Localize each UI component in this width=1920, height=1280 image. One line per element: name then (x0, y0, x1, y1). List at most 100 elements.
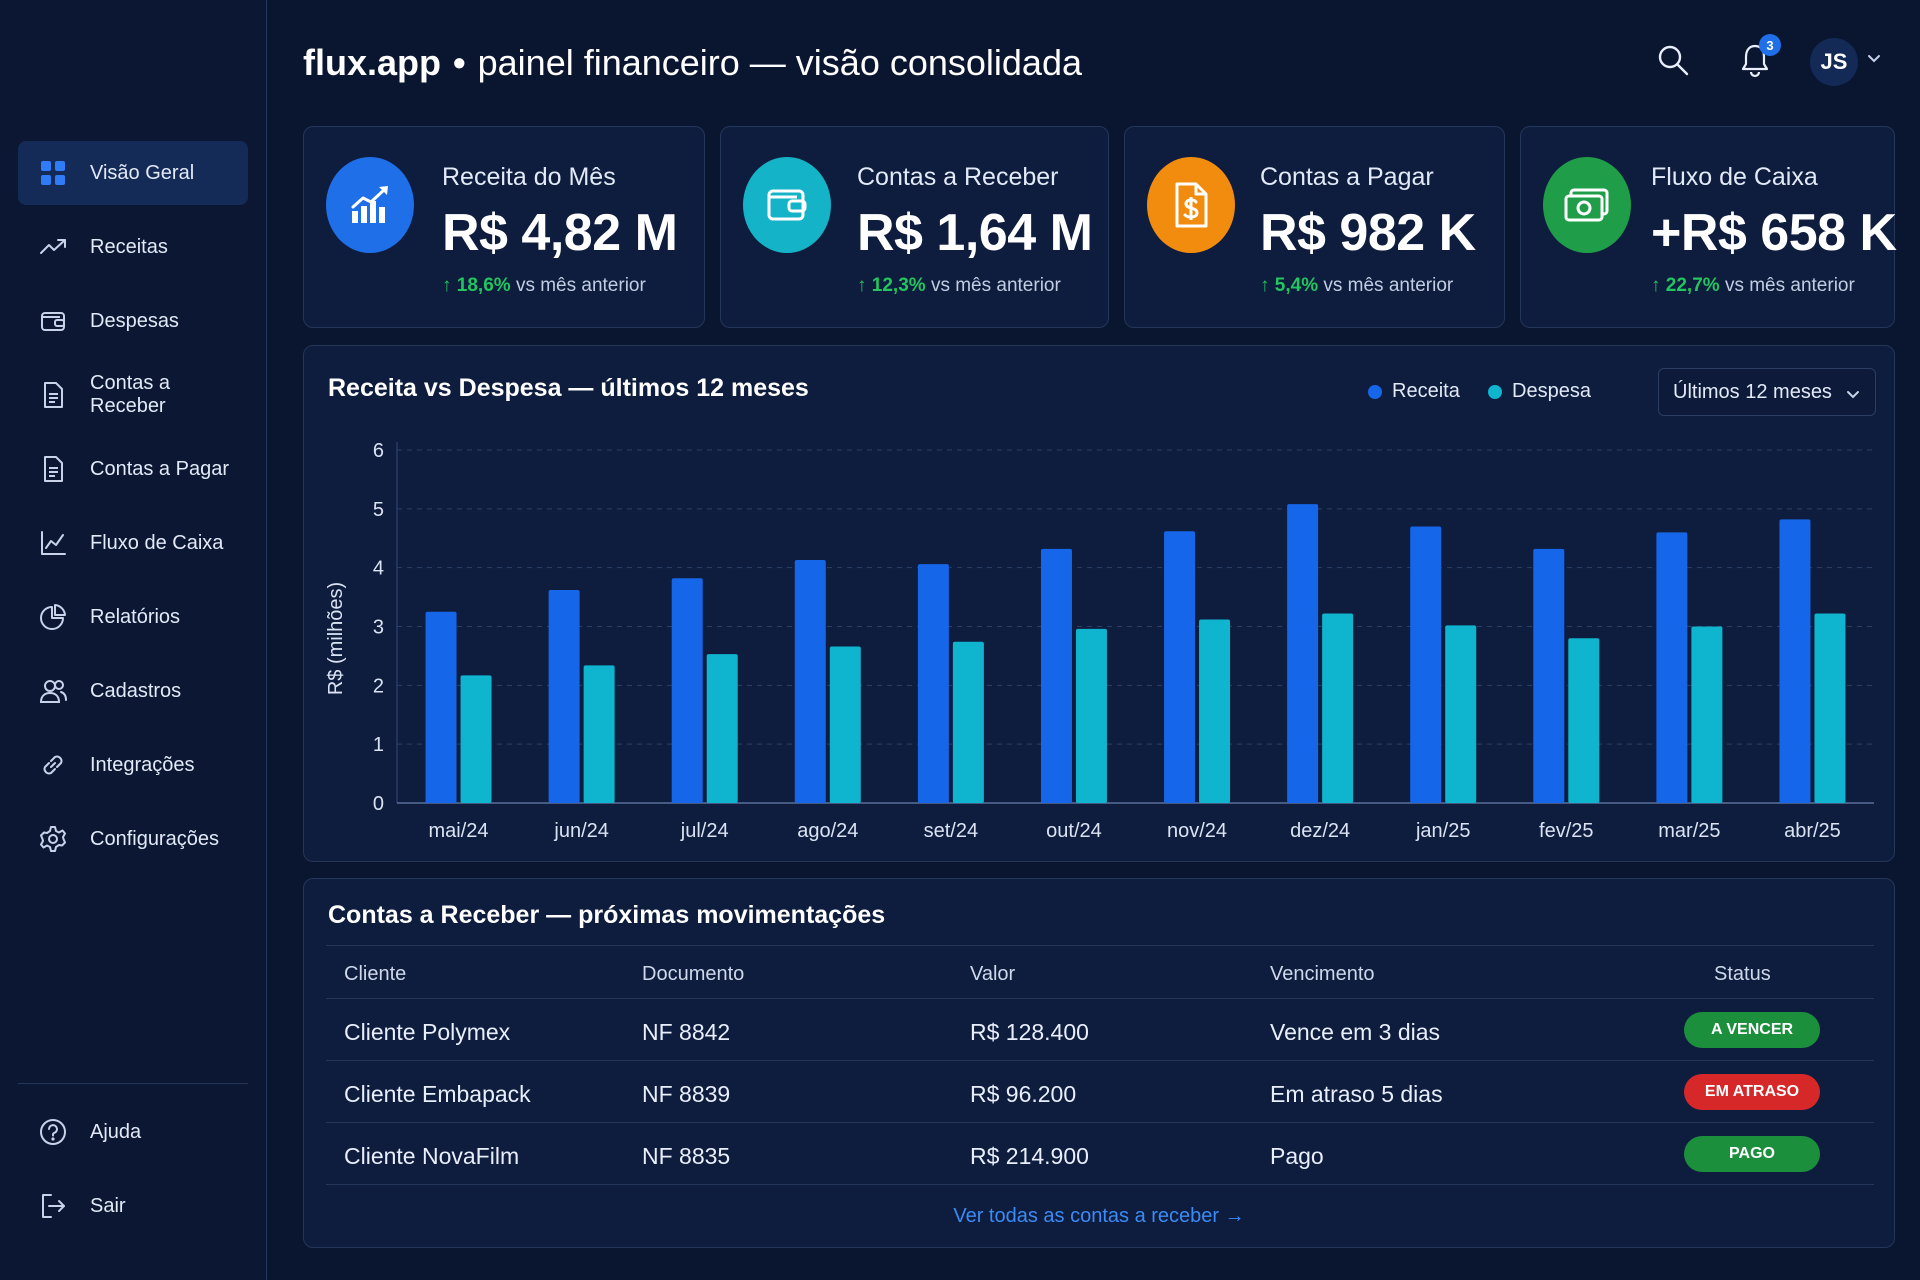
column-header-valor[interactable]: Valor (970, 963, 1016, 985)
sidebar-item-configuracoes[interactable]: Configurações (18, 807, 248, 871)
view-all-label: Ver todas as contas a receber (953, 1205, 1220, 1227)
chevron-down-icon[interactable] (1866, 52, 1882, 70)
sidebar-item-relatorios[interactable]: Relatórios (18, 585, 248, 649)
period-select[interactable]: Últimos 12 meses (1658, 368, 1876, 416)
view-all-link[interactable]: Ver todas as contas a receber → (304, 1205, 1894, 1228)
sidebar-nav: Visão Geral Receitas Despesas Contas a R… (18, 141, 248, 881)
bar-receita (1656, 532, 1688, 803)
kpi-label: Contas a Receber (857, 163, 1059, 191)
arrow-up-icon: ↑ (857, 275, 872, 296)
avatar[interactable]: JS (1810, 38, 1858, 86)
column-header-cliente[interactable]: Cliente (344, 963, 407, 985)
cell-cliente: Cliente NovaFilm (344, 1143, 520, 1169)
cell-valor: R$ 96.200 (970, 1081, 1077, 1107)
cell-vencimento: Em atraso 5 dias (1270, 1081, 1443, 1107)
sidebar-item-label: Relatórios (90, 605, 181, 628)
kpi-value: R$ 4,82 M (442, 204, 678, 262)
app-name: flux.app (303, 42, 442, 83)
cell-cliente: Cliente Embapack (344, 1081, 531, 1107)
period-select-value: Últimos 12 meses (1673, 380, 1832, 403)
kpi-delta-suffix: vs mês anterior (1724, 275, 1855, 296)
sidebar-item-contas-a-pagar[interactable]: Contas a Pagar (18, 437, 248, 501)
bar-despesa (1445, 625, 1477, 803)
status-badge: EM ATRASO (1684, 1074, 1820, 1110)
bar-receita (1779, 519, 1811, 803)
table-title: Contas a Receber — próximas movimentaçõe… (328, 901, 886, 929)
x-tick-label: mai/24 (429, 820, 489, 842)
arrow-right-icon: → (1224, 1205, 1245, 1227)
kpi-card-contas-a-pagar[interactable]: Contas a Pagar R$ 982 K ↑ 5,4% vs mês an… (1124, 126, 1505, 328)
kpi-card-fluxo-de-caixa[interactable]: Fluxo de Caixa +R$ 658 K ↑ 22,7% vs mês … (1520, 126, 1897, 328)
notification-badge: 3 (1759, 34, 1781, 56)
bar-receita (1164, 531, 1196, 803)
page-subtitle: painel financeiro — visão consolidada (477, 42, 1082, 83)
x-tick-label: out/24 (1046, 820, 1102, 842)
kpi-delta-value: 12,3% (871, 275, 926, 296)
bar-receita (1040, 548, 1072, 803)
kpi-delta-value: 5,4% (1274, 275, 1319, 296)
sidebar-item-sair[interactable]: Sair (18, 1174, 248, 1238)
bar-receita (1533, 548, 1565, 803)
pie-chart-icon (38, 602, 68, 632)
status-badge: PAGO (1684, 1136, 1820, 1172)
column-header-vencimento[interactable]: Vencimento (1270, 963, 1375, 985)
x-tick-label: jun/24 (553, 820, 609, 842)
x-tick-label: jul/24 (680, 820, 729, 842)
sidebar-item-contas-a-receber[interactable]: Contas a Receber (18, 363, 248, 427)
cell-vencimento: Pago (1270, 1143, 1324, 1169)
sidebar-item-label: Integrações (90, 753, 195, 776)
chart-panel: 0 1 2 3 4 5 6 R$ (milhões) mai/24 jun/24 jul/24 ago… (303, 345, 1895, 862)
kpi-delta-suffix: vs mês anterior (1323, 275, 1454, 296)
bar-receita (548, 590, 580, 803)
bar-despesa (1075, 628, 1107, 803)
x-tick-label: abr/25 (1784, 820, 1841, 842)
sidebar-item-label: Ajuda (90, 1120, 142, 1143)
x-tick-label: set/24 (924, 820, 978, 842)
x-tick-label: mar/25 (1658, 820, 1720, 842)
x-tick-label: dez/24 (1290, 820, 1350, 842)
cell-vencimento: Vence em 3 dias (1270, 1019, 1441, 1045)
kpi-card-receita[interactable]: Receita do Mês R$ 4,82 M ↑ 18,6% vs mês … (303, 126, 705, 328)
sidebar-item-integracoes[interactable]: Integrações (18, 733, 248, 797)
kpi-card-contas-a-receber[interactable]: Contas a Receber R$ 1,64 M ↑ 12,3% vs mê… (720, 126, 1109, 328)
divider (326, 1060, 1874, 1061)
kpi-delta: ↑ 22,7% vs mês anterior (1651, 275, 1855, 297)
kpi-value: R$ 982 K (1260, 204, 1476, 262)
bar-receita (425, 611, 457, 803)
arrow-up-icon: ↑ (1651, 275, 1666, 296)
page-title: flux.app • painel financeiro — visão conso… (303, 42, 1082, 84)
kpi-label: Fluxo de Caixa (1651, 163, 1818, 191)
sidebar-item-label: Configurações (90, 827, 219, 850)
bar-despesa (1691, 626, 1723, 803)
search-button[interactable] (1651, 40, 1695, 84)
chart-up-icon (326, 157, 414, 253)
document-icon (38, 454, 68, 484)
y-tick-label: 1 (373, 734, 384, 756)
column-header-status[interactable]: Status (1714, 963, 1771, 985)
logout-icon (38, 1191, 68, 1221)
divider (326, 1184, 1874, 1185)
bar-despesa (1199, 619, 1231, 803)
bar-receita (917, 564, 949, 803)
bar-despesa (952, 641, 984, 803)
notifications-button[interactable]: 3 (1733, 34, 1781, 84)
sidebar-item-ajuda[interactable]: Ajuda (18, 1100, 248, 1164)
sidebar-item-visao-geral[interactable]: Visão Geral (18, 141, 248, 205)
column-header-documento[interactable]: Documento (642, 963, 745, 985)
cell-documento: NF 8839 (642, 1081, 731, 1107)
sidebar-item-despesas[interactable]: Despesas (18, 289, 248, 353)
bar-receita (1410, 526, 1442, 803)
search-icon (1656, 43, 1690, 82)
sidebar-item-label: Despesas (90, 309, 179, 332)
sidebar-divider (18, 1083, 248, 1084)
y-tick-label: 2 (373, 675, 384, 697)
sidebar-item-cadastros[interactable]: Cadastros (18, 659, 248, 723)
cell-documento: NF 8835 (642, 1143, 731, 1169)
invoice-dollar-icon (1147, 157, 1235, 253)
sidebar-item-receitas[interactable]: Receitas (18, 215, 248, 279)
y-tick-label: 5 (373, 499, 384, 521)
sidebar-item-fluxo-de-caixa[interactable]: Fluxo de Caixa (18, 511, 248, 575)
link-icon (38, 750, 68, 780)
revenue-expense-chart: 0 1 2 3 4 5 6 R$ (milhões) mai/24 jun/24 jul/24 ago… (325, 440, 1874, 842)
cell-valor: R$ 214.900 (970, 1143, 1089, 1169)
